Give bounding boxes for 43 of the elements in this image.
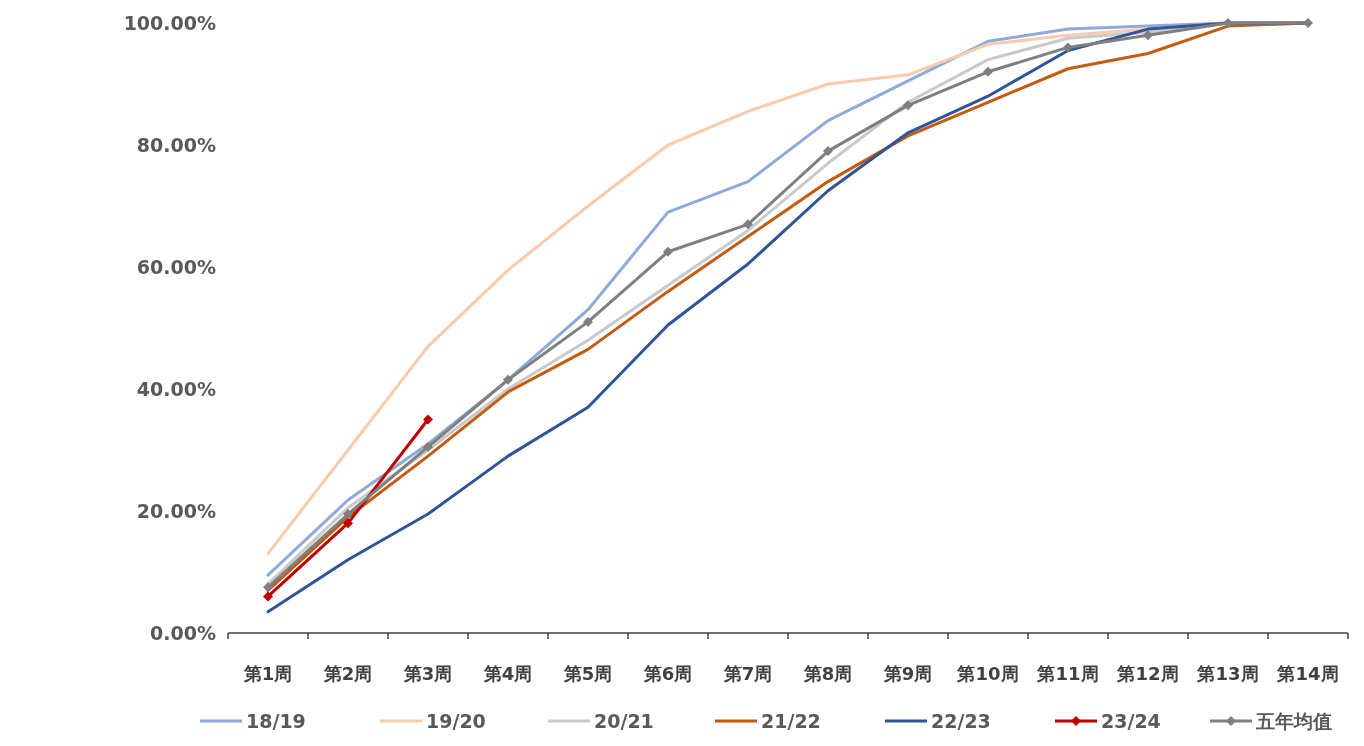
point xyxy=(983,66,993,77)
x-tick-label: 第1周 xyxy=(242,663,293,684)
x-tick-label: 第10周 xyxy=(956,663,1019,684)
y-tick-label: 40.00% xyxy=(136,378,216,400)
legend-label: 20/21 xyxy=(594,710,654,732)
legend-label: 22/23 xyxy=(931,710,991,732)
x-tick-label: 第8周 xyxy=(802,663,853,684)
y-tick-label: 20.00% xyxy=(136,500,216,522)
point xyxy=(743,219,753,230)
point xyxy=(1223,18,1233,28)
legend-label: 五年均值 xyxy=(1255,710,1332,732)
legend-label: 23/24 xyxy=(1101,710,1161,732)
legend-label: 19/20 xyxy=(426,710,486,732)
point xyxy=(503,374,513,385)
x-tick-label: 第5周 xyxy=(562,663,613,684)
y-tick-label: 0.00% xyxy=(150,622,216,644)
legend-label: 21/22 xyxy=(761,710,821,732)
point xyxy=(263,591,273,602)
point xyxy=(903,100,913,111)
x-tick-label: 第13周 xyxy=(1196,663,1259,684)
y-tick-label: 60.00% xyxy=(136,256,216,278)
point xyxy=(823,146,833,157)
x-tick-label: 第4周 xyxy=(482,663,533,684)
x-tick-label: 第7周 xyxy=(722,663,773,684)
x-tick-label: 第2周 xyxy=(322,663,373,684)
x-tick-label: 第6周 xyxy=(642,663,693,684)
legend-label: 18/19 xyxy=(246,710,306,732)
x-tick-label: 第11周 xyxy=(1036,663,1099,684)
point xyxy=(1143,30,1153,41)
point xyxy=(423,414,433,425)
point xyxy=(583,316,593,327)
point xyxy=(343,509,353,520)
point xyxy=(663,246,673,257)
x-tick-label: 第12周 xyxy=(1116,663,1179,684)
x-tick-label: 第3周 xyxy=(402,663,453,684)
point xyxy=(1063,42,1073,53)
x-tick-label: 第9周 xyxy=(882,663,933,684)
y-tick-label: 100.00% xyxy=(123,12,216,34)
point xyxy=(343,518,353,529)
point xyxy=(423,441,433,452)
x-tick-label: 第14周 xyxy=(1276,663,1339,684)
y-tick-label: 80.00% xyxy=(136,134,216,156)
point xyxy=(263,582,273,593)
